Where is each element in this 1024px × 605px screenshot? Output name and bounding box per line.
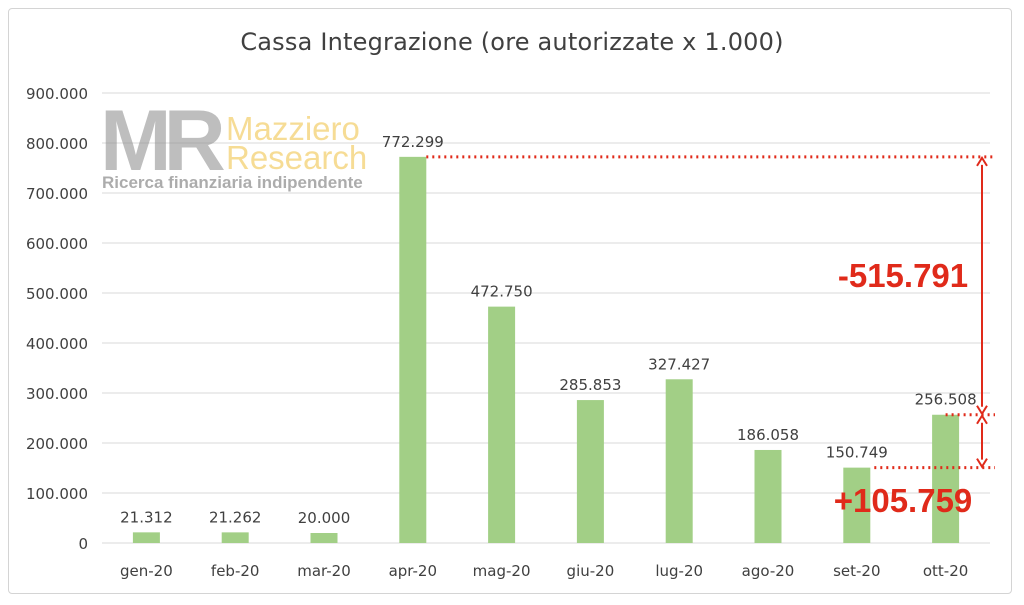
y-tick-label: 300.000 [26,385,88,403]
x-tick-label: feb-20 [211,562,260,580]
data-label: 472.750 [471,283,533,301]
y-tick-label: 800.000 [26,135,88,153]
bar [399,156,427,543]
y-tick-label: 700.000 [26,185,88,203]
bar [932,414,960,543]
bar [488,306,516,543]
bars [132,156,960,543]
y-tick-label: 200.000 [26,435,88,453]
rise-annotation: +105.759 [834,482,973,519]
annotations: -515.791 +105.759 [426,155,995,519]
bar [221,532,249,543]
data-label: 327.427 [648,355,710,373]
data-label: 21.312 [120,508,173,526]
x-tick-label: giu-20 [567,562,615,580]
bar [132,532,160,543]
gridlines [102,92,990,544]
x-axis-ticks: gen-20 feb-20 mar-20 apr-20 mag-20 giu-20 lug-… [120,562,968,580]
bar [843,467,871,543]
x-tick-label: lug-20 [655,562,703,580]
y-tick-label: 500.000 [26,285,88,303]
drop-arrow-head-bottom [976,405,988,416]
x-tick-label: gen-20 [120,562,173,580]
x-tick-label: mag-20 [473,562,531,580]
logo-name-line2: Research [226,139,367,176]
drop-arrow-head-top [976,155,988,167]
data-label: 186.058 [737,426,799,444]
x-tick-label: ago-20 [742,562,795,580]
chart-title: Cassa Integrazione (ore autorizzate x 1.… [240,28,784,56]
logo-tagline: Ricerca finanziaria indipendente [102,173,363,192]
y-tick-label: 600.000 [26,235,88,253]
data-label: 772.299 [382,133,444,151]
bar [310,533,338,543]
drop-annotation: -515.791 [838,257,968,294]
rise-arrow-head-bottom [976,458,988,469]
x-tick-label: mar-20 [297,562,351,580]
data-label: 20.000 [298,509,351,527]
x-tick-label: ott-20 [923,562,968,580]
data-label: 256.508 [915,391,977,409]
data-label: 150.749 [826,444,888,462]
bar [754,449,782,543]
bar [576,400,604,543]
y-axis-ticks: 0 100.000 200.000 300.000 400.000 500.000 600.… [26,85,88,553]
data-label: 21.262 [209,508,262,526]
x-tick-label: apr-20 [389,562,437,580]
logo-monogram: MR [100,93,225,189]
bar [665,379,693,543]
logo-name-line1: Mazziero [226,110,360,147]
y-tick-label: 0 [78,535,88,553]
y-tick-label: 400.000 [26,335,88,353]
rise-arrow-head-top [976,413,988,425]
y-tick-label: 900.000 [26,85,88,103]
x-tick-label: set-20 [833,562,880,580]
mazziero-research-logo: MR Mazziero Research Ricerca finanziaria… [100,93,367,192]
data-labels: 21.312 21.262 20.000 772.299 472.750 285.853 3… [120,133,976,527]
y-tick-label: 100.000 [26,485,88,503]
data-label: 285.853 [559,376,621,394]
